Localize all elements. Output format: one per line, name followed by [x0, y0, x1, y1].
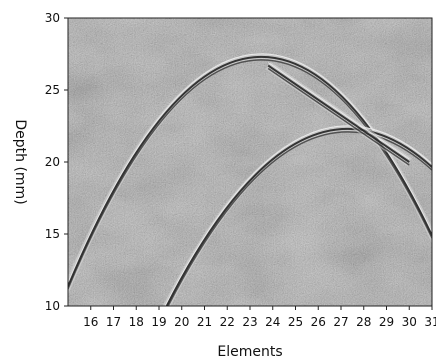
x-tick-label: 23 [242, 315, 257, 329]
y-tick-label: 20 [45, 155, 60, 169]
y-tick-label: 15 [45, 227, 60, 241]
x-axis-label: Elements [217, 344, 282, 360]
echo-arc-1 [162, 125, 432, 306]
x-tick-label: 17 [106, 315, 121, 329]
x-axis: 16 17 18 19 20 21 22 23 24 25 26 27 28 29 30 31 [83, 306, 436, 329]
echo-features [68, 53, 432, 306]
x-tick-label: 19 [151, 315, 166, 329]
x-tick-label: 18 [129, 315, 144, 329]
x-tick-label: 27 [333, 315, 348, 329]
x-tick-label: 16 [83, 315, 98, 329]
x-tick-label: 22 [220, 315, 235, 329]
x-tick-label: 25 [288, 315, 303, 329]
y-axis-label: Depth (mm) [12, 119, 28, 204]
x-tick-label: 26 [311, 315, 326, 329]
x-tick-label: 24 [265, 315, 280, 329]
x-tick-label: 28 [356, 315, 371, 329]
echo-line-2 [265, 61, 412, 166]
x-tick-label: 30 [402, 315, 417, 329]
y-tick-label: 25 [45, 83, 60, 97]
y-tick-label: 10 [45, 299, 60, 313]
y-axis: 10 15 20 25 30 [45, 11, 68, 313]
x-tick-label: 29 [379, 315, 394, 329]
plot-area [68, 18, 432, 306]
echo-arc-0 [68, 53, 432, 296]
x-tick-label: 21 [197, 315, 212, 329]
x-tick-label: 31 [424, 315, 436, 329]
x-tick-label: 20 [174, 315, 189, 329]
y-tick-label: 30 [45, 11, 60, 25]
